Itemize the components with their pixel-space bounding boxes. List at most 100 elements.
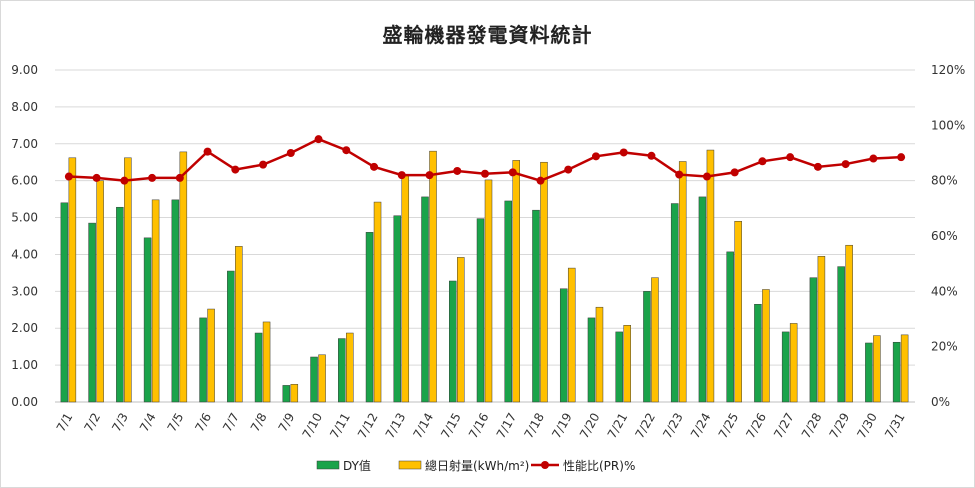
pr-point xyxy=(342,146,351,155)
bar-irradiance xyxy=(290,384,299,403)
y-left-tick-label: 0.00 xyxy=(11,395,38,409)
x-tick-label: 7/1 xyxy=(54,411,76,435)
bar-irradiance xyxy=(762,289,770,403)
pr-point xyxy=(259,160,268,169)
y-right-tick-label: 100% xyxy=(931,118,965,132)
x-tick-label: 7/20 xyxy=(577,411,603,441)
bar-irradiance xyxy=(900,334,909,403)
x-tick-label: 7/25 xyxy=(716,411,742,441)
bar-dy xyxy=(559,288,568,403)
x-tick-label: 7/8 xyxy=(248,411,270,435)
bar-irradiance xyxy=(124,157,132,403)
bar-dy xyxy=(781,331,790,403)
chart-title: 盛輪機器發電資料統計 xyxy=(382,23,593,47)
bar-irradiance xyxy=(817,256,826,403)
bar-irradiance xyxy=(595,306,604,403)
pr-point xyxy=(286,149,295,157)
pr-point xyxy=(591,152,600,161)
x-tick-label: 7/22 xyxy=(632,411,658,441)
pr-point xyxy=(203,147,212,156)
x-tick-label: 7/7 xyxy=(220,411,242,435)
pr-point xyxy=(564,165,573,174)
legend-label: 總日射量(kWh/m²) xyxy=(425,458,529,473)
y-right-tick-label: 40% xyxy=(931,284,958,298)
pr-point xyxy=(730,168,739,177)
x-tick-label: 7/26 xyxy=(743,411,769,441)
bar-irradiance xyxy=(68,157,77,403)
bar-dy xyxy=(476,218,485,403)
pr-point xyxy=(425,171,434,180)
y-left-tick-label: 3.00 xyxy=(11,284,38,298)
x-tick-label: 7/28 xyxy=(799,411,825,441)
x-tick-label: 7/11 xyxy=(327,411,353,441)
pr-point xyxy=(175,173,184,182)
bar-dy xyxy=(199,317,207,403)
y-right-tick-label: 20% xyxy=(931,340,958,354)
bar-dy xyxy=(282,385,291,403)
pr-point xyxy=(702,172,711,181)
x-tick-label: 7/30 xyxy=(854,411,880,441)
pr-point xyxy=(813,162,822,171)
bar-dy xyxy=(615,331,623,403)
bar-irradiance xyxy=(373,201,382,403)
bar-irradiance xyxy=(706,149,715,403)
bar-irradiance xyxy=(457,257,465,403)
pr-point xyxy=(786,153,795,162)
pr-point xyxy=(370,162,379,171)
pr-point xyxy=(619,148,628,157)
pr-point xyxy=(314,135,323,144)
bar-irradiance xyxy=(651,277,659,403)
pr-point xyxy=(120,176,129,185)
bar-irradiance xyxy=(623,325,631,403)
bar-dy xyxy=(809,277,818,403)
bar-dy xyxy=(393,215,402,403)
x-tick-label: 7/12 xyxy=(355,411,381,441)
bar-dy xyxy=(587,317,596,403)
legend-swatch xyxy=(398,460,422,470)
y-left-tick-label: 6.00 xyxy=(11,174,38,188)
x-tick-label: 7/6 xyxy=(192,411,214,435)
bar-dy xyxy=(365,232,374,403)
legend-label: DY值 xyxy=(343,458,371,473)
x-tick-label: 7/9 xyxy=(276,411,298,435)
y-left-tick-label: 1.00 xyxy=(11,358,38,372)
x-tick-label: 7/24 xyxy=(688,411,714,441)
legend-swatch xyxy=(316,460,340,470)
bar-dy xyxy=(254,332,263,403)
bar-dy xyxy=(171,199,180,403)
x-tick-label: 7/13 xyxy=(383,411,409,441)
bar-irradiance xyxy=(512,160,520,403)
pr-point xyxy=(675,170,684,179)
bar-irradiance xyxy=(567,267,576,403)
bar-dy xyxy=(892,341,901,403)
bar-dy xyxy=(60,202,69,403)
bar-dy xyxy=(643,291,651,403)
x-tick-label: 7/27 xyxy=(771,411,797,441)
x-tick-label: 7/17 xyxy=(494,411,520,441)
bar-irradiance xyxy=(484,179,493,403)
y-left-tick-label: 7.00 xyxy=(11,137,38,151)
bar-irradiance xyxy=(678,161,687,403)
bar-irradiance xyxy=(873,335,881,403)
bar-dy xyxy=(449,280,457,403)
bar-dy xyxy=(338,338,346,403)
pr-point xyxy=(397,171,406,180)
pr-point xyxy=(536,176,545,185)
bar-irradiance xyxy=(318,354,326,403)
y-right-tick-label: 80% xyxy=(931,174,958,188)
bar-irradiance xyxy=(207,308,215,403)
x-tick-label: 7/5 xyxy=(165,411,187,435)
x-tick-label: 7/19 xyxy=(549,411,575,441)
bar-irradiance xyxy=(96,180,104,403)
y-left-tick-label: 5.00 xyxy=(11,211,38,225)
pr-point xyxy=(92,173,101,182)
bar-dy xyxy=(532,209,540,403)
bar-irradiance xyxy=(540,161,548,403)
pr-point xyxy=(64,172,73,181)
y-right-tick-label: 120% xyxy=(931,63,965,77)
y-left-tick-label: 8.00 xyxy=(11,100,38,114)
pr-point xyxy=(869,154,878,163)
pr-point xyxy=(841,160,850,169)
x-tick-label: 7/23 xyxy=(660,411,686,441)
